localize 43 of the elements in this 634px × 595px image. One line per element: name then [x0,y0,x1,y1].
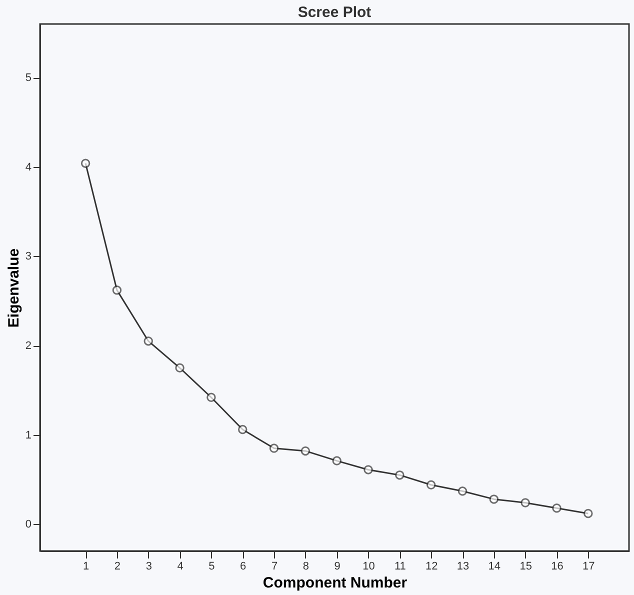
x-tick-label: 15 [520,560,532,572]
y-tick-label: 0 [25,518,32,531]
x-tick-label: 13 [456,560,470,572]
y-axis-title: Eigenvalue [5,248,22,328]
point [80,158,90,168]
y-tick-label: 1 [25,429,32,442]
point [426,480,436,490]
x-tick-label: 16 [551,560,564,572]
x-tick-label: 12 [425,560,438,572]
point [175,363,184,373]
y-tick-label: 4 [25,161,32,174]
x-axis-title: Component Number [262,574,408,592]
x-tick-label: 1 [82,560,90,572]
point [552,504,562,513]
x-tick-label: 8 [302,560,310,572]
x-tick-label: 6 [240,560,246,572]
x-tick-label: 10 [362,560,375,572]
point [206,392,216,402]
y-tick-label: 2 [25,340,32,352]
x-tick-label: 5 [208,560,215,572]
x-tick-label: 9 [334,560,340,572]
x-tick-label: 17 [582,560,595,572]
x-tick-label: 14 [488,560,501,572]
x-tick-label: 4 [177,560,184,572]
point [489,494,499,504]
x-tick-label: 11 [394,560,406,572]
point [300,446,310,456]
x-tick-label: 3 [146,560,152,572]
point [144,336,153,346]
point [332,456,342,466]
point [395,470,404,480]
point [458,486,468,496]
chart-title: Scree Plot [298,4,372,21]
point [238,424,248,434]
point [112,286,122,295]
y-tick-label: 3 [25,250,32,263]
point [584,508,593,518]
point [269,444,279,453]
y-tick-label: 5 [25,72,32,84]
point [364,465,373,474]
point [520,498,530,508]
x-tick-label: 7 [271,560,278,572]
x-tick-label: 2 [114,560,121,572]
